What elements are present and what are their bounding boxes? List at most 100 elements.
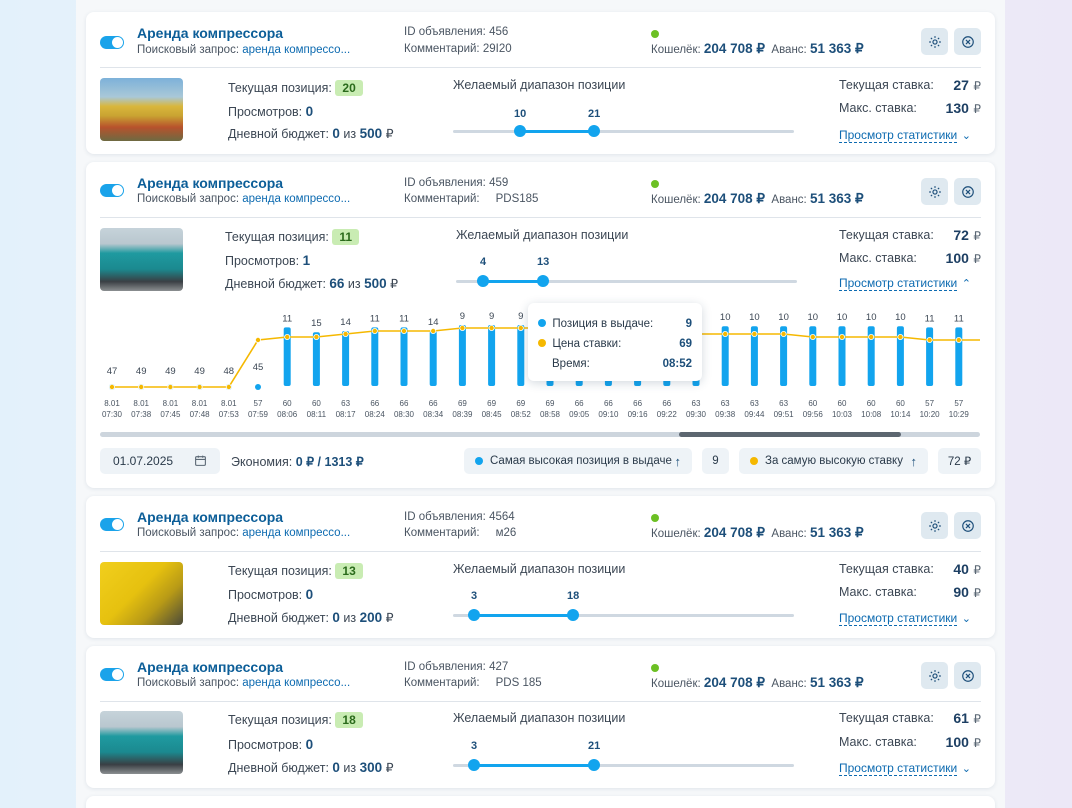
- position-bar[interactable]: [371, 327, 379, 386]
- ad-toggle[interactable]: [100, 668, 124, 681]
- position-bar[interactable]: [342, 331, 350, 386]
- position-bar[interactable]: [312, 332, 320, 386]
- bid-price-point[interactable]: [868, 334, 875, 341]
- stats-toggle[interactable]: Просмотр статистики ⌄: [839, 761, 971, 776]
- search-query-link[interactable]: аренда компрессо...: [242, 677, 351, 689]
- range-min-handle[interactable]: [468, 759, 480, 771]
- chart-scrollbar[interactable]: [100, 432, 980, 437]
- position-bar[interactable]: [780, 326, 788, 386]
- bid-price-point[interactable]: [225, 384, 232, 391]
- close-button[interactable]: [954, 28, 981, 55]
- chevron-down-icon: ⌄: [961, 763, 971, 775]
- position-bar[interactable]: [750, 326, 758, 386]
- position-bar[interactable]: [721, 326, 729, 386]
- position-label: 14: [428, 317, 439, 328]
- bid-price-point[interactable]: [839, 334, 846, 341]
- bid-price-point[interactable]: [400, 327, 407, 334]
- position-bar[interactable]: [458, 325, 466, 386]
- x-tick-label: 07:45: [160, 410, 181, 419]
- close-button[interactable]: [954, 512, 981, 539]
- search-query-link[interactable]: аренда компрессо...: [242, 527, 351, 539]
- position-label: 9: [460, 311, 465, 322]
- bid-price-point[interactable]: [167, 384, 174, 391]
- position-bar[interactable]: [926, 327, 934, 386]
- bid-price-point[interactable]: [108, 384, 115, 391]
- range-fill: [483, 280, 543, 283]
- position-bar[interactable]: [429, 331, 437, 386]
- range-max-handle[interactable]: [567, 609, 579, 621]
- position-bar[interactable]: [283, 327, 291, 386]
- position-bar[interactable]: [517, 325, 525, 386]
- bid-price-point[interactable]: [722, 330, 729, 337]
- ad-toggle[interactable]: [100, 184, 124, 197]
- range-min-handle[interactable]: [477, 275, 489, 287]
- search-query-link[interactable]: аренда компрессо...: [242, 193, 351, 205]
- ad-toggle[interactable]: [100, 518, 124, 531]
- bid-price-point[interactable]: [926, 337, 933, 344]
- position-bar[interactable]: [838, 326, 846, 386]
- x-tick-label: 08:58: [540, 410, 561, 419]
- views: Просмотров: 0: [228, 587, 314, 602]
- bid-price-point[interactable]: [313, 334, 320, 341]
- bid-price-point[interactable]: [955, 337, 962, 344]
- bid-price-point[interactable]: [371, 327, 378, 334]
- ad-toggle[interactable]: [100, 36, 124, 49]
- bid-price-point[interactable]: [488, 324, 495, 331]
- max-rate-label: Макс. ставка:: [839, 251, 917, 265]
- search-query-link[interactable]: аренда компрессо...: [242, 44, 351, 56]
- position-label: 11: [370, 313, 380, 324]
- settings-button[interactable]: [921, 28, 948, 55]
- divider: [100, 67, 981, 68]
- rate-label: Текущая ставка:: [839, 228, 934, 242]
- x-tick-label: 66: [370, 399, 379, 408]
- ad-title: Аренда компрессора: [137, 175, 284, 191]
- range-min-handle[interactable]: [514, 125, 526, 137]
- ad-title: Аренда компрессора: [137, 509, 284, 525]
- close-button[interactable]: [954, 662, 981, 689]
- settings-button[interactable]: [921, 512, 948, 539]
- bid-price-point[interactable]: [430, 327, 437, 334]
- bid-price-point[interactable]: [254, 337, 261, 344]
- settings-button[interactable]: [921, 178, 948, 205]
- date-picker[interactable]: 01.07.2025: [100, 448, 220, 474]
- tooltip-time-value: 08:52: [662, 358, 692, 370]
- x-tick-label: 07:53: [219, 410, 240, 419]
- x-tick-label: 09:56: [803, 410, 824, 419]
- bid-price-point[interactable]: [897, 334, 904, 341]
- settings-button[interactable]: [921, 662, 948, 689]
- range-max-handle[interactable]: [588, 125, 600, 137]
- date-value[interactable]: 01.07.2025: [113, 454, 174, 468]
- range-min-handle[interactable]: [468, 609, 480, 621]
- close-button[interactable]: [954, 178, 981, 205]
- bid-price-point[interactable]: [517, 324, 524, 331]
- x-tick-label: 07:30: [102, 410, 123, 419]
- ad-image: [100, 711, 183, 774]
- bid-price-point[interactable]: [751, 330, 758, 337]
- chart-scrollbar-thumb[interactable]: [679, 432, 901, 437]
- search-query: Поисковый запрос: аренда компрессо...: [137, 44, 351, 56]
- bid-price-point[interactable]: [342, 330, 349, 337]
- bid-price-point[interactable]: [780, 330, 787, 337]
- bid-price-point[interactable]: [459, 324, 466, 331]
- position-bar[interactable]: [809, 326, 817, 386]
- bid-price-point[interactable]: [196, 384, 203, 391]
- bid-price-point[interactable]: [284, 334, 291, 341]
- position-bar[interactable]: [896, 326, 904, 386]
- position-bar[interactable]: [488, 325, 496, 386]
- range-max-handle[interactable]: [588, 759, 600, 771]
- highest-position-button[interactable]: Самая высокая позиция в выдаче ↑: [464, 448, 692, 474]
- divider: [100, 701, 981, 702]
- stats-toggle[interactable]: Просмотр статистики ⌃: [839, 276, 971, 291]
- status-dot: [651, 514, 659, 522]
- bid-price-point[interactable]: [138, 384, 145, 391]
- stats-toggle[interactable]: Просмотр статистики ⌄: [839, 611, 971, 626]
- position-point[interactable]: [255, 384, 261, 390]
- position-bar[interactable]: [867, 326, 875, 386]
- bid-price-point[interactable]: [809, 334, 816, 341]
- position-bar[interactable]: [400, 327, 408, 386]
- stats-toggle[interactable]: Просмотр статистики ⌄: [839, 128, 971, 143]
- highest-rate-button[interactable]: За самую высокую ставку ↑: [739, 448, 928, 474]
- position-bar[interactable]: [955, 327, 963, 386]
- position-label: 10: [720, 312, 731, 323]
- range-max-handle[interactable]: [537, 275, 549, 287]
